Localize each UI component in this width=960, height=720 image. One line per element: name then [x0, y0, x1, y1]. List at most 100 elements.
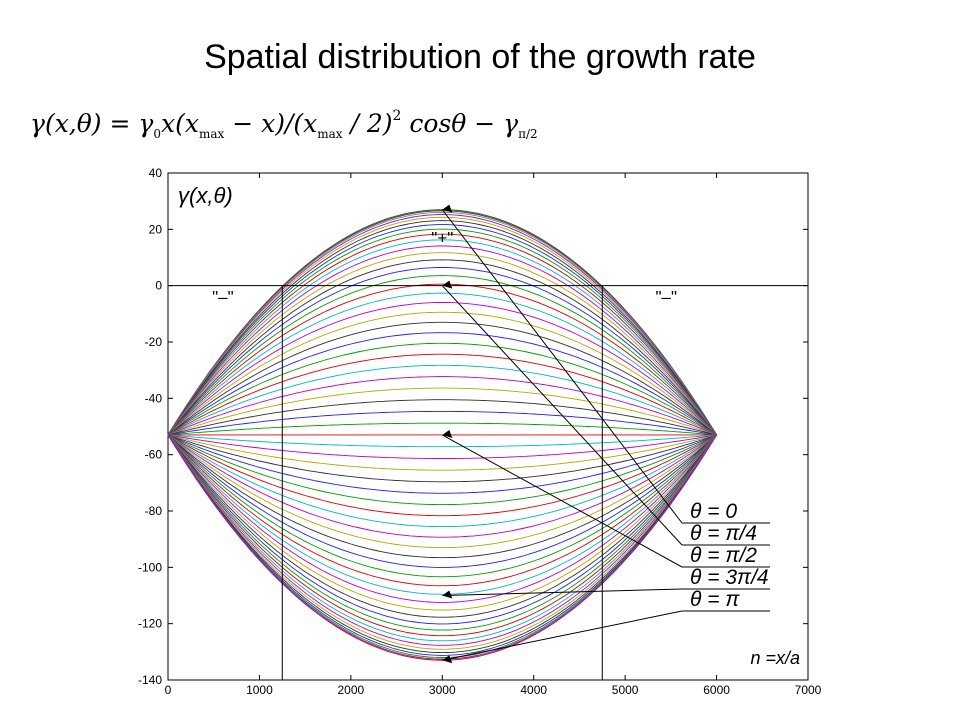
slide-title: Spatial distribution of the growth rate: [204, 38, 756, 76]
y-tick-label-8: -120: [138, 617, 162, 631]
theta-curve-24: [167, 364, 717, 436]
legend-leader-4: [442, 610, 683, 661]
theta-curve-20: [167, 321, 717, 436]
theta-curve-10: [167, 239, 717, 436]
theta-curve-8: [167, 228, 717, 436]
y-tick-label-2: 0: [155, 279, 162, 293]
theta-curve-29: [167, 422, 717, 436]
y-tick-label-1: 20: [149, 222, 163, 236]
y-tick-label-6: -80: [145, 504, 163, 518]
x-tick-label-5: 5000: [612, 683, 639, 697]
theta-curve-13: [167, 259, 717, 436]
theta-curve-23: [167, 353, 717, 436]
theta-curve-5: [167, 216, 717, 436]
theta-curve-55: [167, 434, 717, 654]
theta-curve-56: [167, 434, 717, 656]
formula-power: 2: [392, 108, 402, 124]
theta-curve-53: [167, 434, 717, 646]
theta-curve-25: [167, 376, 717, 436]
x-tick-label-4: 4000: [520, 683, 547, 697]
theta-curve-51: [167, 434, 717, 637]
theta-curve-3: [167, 211, 717, 436]
axes-group: 0 1000 2000 3000 4000 5000 6000 7000 40 20 0 -20 -40…: [138, 166, 822, 697]
plot-frame: [167, 172, 809, 681]
x-tick-label-2: 2000: [338, 683, 365, 697]
formula-gamma0-sub: 0: [153, 127, 161, 141]
theta-curve-21: [167, 332, 717, 436]
formula-lhs: γ(x,θ): [30, 109, 102, 138]
theta-curve-27: [167, 399, 717, 436]
y-tick-label-0: 40: [149, 166, 163, 180]
theta-curve-40: [167, 434, 717, 549]
legend-leader-2: [442, 434, 683, 568]
region-label-1: "+": [431, 228, 453, 247]
x-tick-label-7: 7000: [795, 683, 822, 697]
theta-curve-36: [167, 434, 717, 506]
theta-curve-2: [167, 210, 717, 436]
legend-label-3: θ = 3π/4: [690, 566, 769, 589]
y-tick-label-3: -20: [145, 335, 163, 349]
theta-curve-47: [167, 434, 717, 611]
theta-curve-12: [167, 252, 717, 436]
theta-curve-22: [167, 342, 717, 436]
formula-last-sub: π/2: [518, 127, 538, 141]
formula-xmax-sub-1: max: [198, 127, 225, 141]
legend-arrowhead-3: [442, 590, 453, 599]
region-label-2: "–": [656, 288, 678, 307]
theta-curve-44: [167, 434, 717, 587]
theta-curve-42: [167, 434, 717, 568]
y-axis-label: γ(x,θ): [178, 183, 233, 208]
formula-xmax-sub-2: max: [317, 127, 343, 141]
legend-leader-1: [441, 285, 683, 546]
theta-curve-41: [167, 434, 717, 559]
y-tick-label-7: -100: [138, 560, 162, 574]
theta-curve-49: [167, 434, 717, 625]
theta-curve-54: [167, 434, 717, 650]
theta-curve-16: [167, 283, 717, 436]
formula-half: / 2): [342, 109, 393, 138]
legend-leader-0: [441, 209, 683, 524]
theta-curve-19: [167, 311, 717, 436]
theta-curve-37: [167, 434, 717, 517]
legend-arrowhead-0: [442, 204, 453, 213]
theta-curve-45: [167, 434, 717, 595]
y-tick-label-5: -60: [145, 448, 163, 462]
x-tick-label-3: 3000: [429, 683, 456, 697]
theta-curve-31: [167, 434, 717, 448]
theta-curve-9: [167, 233, 717, 436]
legend-arrowhead-4: [442, 655, 453, 664]
legend-leader-3: [442, 588, 683, 596]
theta-curve-52: [167, 434, 717, 642]
growth-rate-formula: γ(x,θ) = γ0x(xmax − x)/(xmax / 2)2 cosθ …: [30, 108, 538, 141]
formula-cos-part: cosθ − γ: [401, 109, 519, 138]
x-tick-label-6: 6000: [703, 683, 730, 697]
formula-gamma0: γ: [138, 109, 154, 138]
theta-curve-7: [167, 224, 717, 436]
legend-arrowhead-1: [442, 280, 453, 289]
guide-lines-group: [168, 285, 808, 680]
x-tick-label-1: 1000: [246, 683, 273, 697]
theta-curve-4: [167, 214, 717, 436]
labels-group: γ(x,θ) n =x/a "–" "+" "–" θ = 0θ = π/4θ = π/2…: [178, 183, 800, 668]
theta-curve-34: [167, 434, 717, 483]
theta-curve-50: [167, 434, 717, 631]
legend-arrowhead-2: [442, 429, 453, 438]
theta-curve-28: [167, 410, 717, 436]
formula-middle: − x)/(x: [224, 109, 318, 138]
theta-curve-15: [167, 275, 717, 436]
legend-label-1: θ = π/4: [690, 522, 757, 545]
curves-group: [167, 209, 717, 661]
legend-label-4: θ = π: [690, 588, 740, 611]
theta-curve-43: [167, 434, 717, 578]
theta-curve-26: [167, 387, 717, 436]
theta-curve-57: [167, 434, 717, 658]
region-label-0: "–": [212, 288, 234, 307]
theta-curve-14: [167, 267, 717, 436]
legend-label-0: θ = 0: [690, 500, 737, 523]
theta-curve-18: [167, 302, 717, 436]
x-axis-label: n =x/a: [750, 648, 800, 668]
formula-product: x(x: [161, 109, 199, 138]
theta-curve-35: [167, 434, 717, 494]
theta-curve-38: [167, 434, 717, 528]
